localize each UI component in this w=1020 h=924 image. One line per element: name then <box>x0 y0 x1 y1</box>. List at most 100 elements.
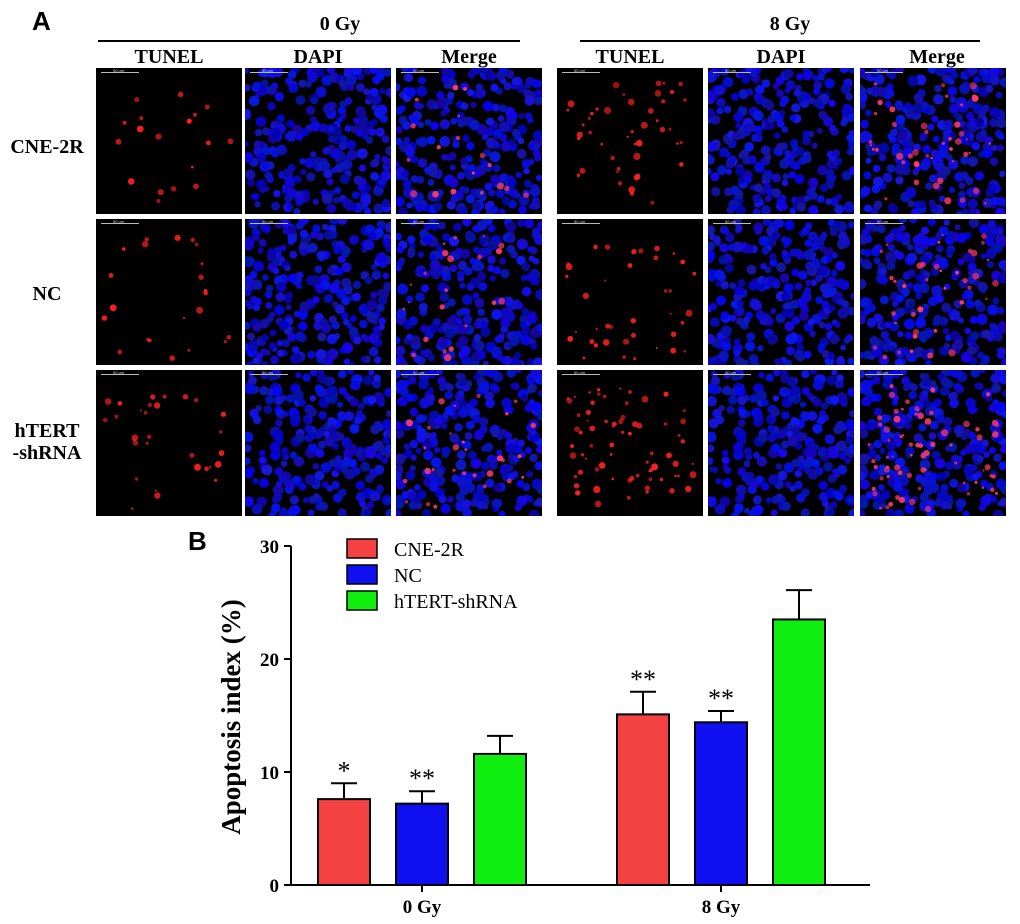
panel-b-letter: B <box>188 526 207 556</box>
scale-bar-label: 50 μm <box>725 68 737 73</box>
scale-bar: 50 μm <box>401 68 439 78</box>
scale-bar: 50 μm <box>562 219 600 229</box>
micrograph-image <box>245 219 391 365</box>
micrograph-merge-cell: 50 μm <box>860 68 1006 214</box>
micrograph-merge-cell: 50 μm <box>396 219 542 365</box>
scale-bar-label: 50 μm <box>725 219 737 224</box>
y-tick-label: 0 <box>270 876 280 897</box>
scale-bar-label: 50 μm <box>113 370 125 375</box>
micrograph-image <box>557 219 703 365</box>
scale-bar-label: 50 μm <box>574 68 586 73</box>
micrograph-tunel-cell: 50 μm <box>557 370 703 516</box>
scale-bar-label: 50 μm <box>113 68 125 73</box>
scale-bar: 50 μm <box>401 370 439 380</box>
legend-label: hTERT-shRNA <box>394 591 518 613</box>
significance-label: * <box>338 756 351 785</box>
row-label-line: NC <box>32 283 62 305</box>
scale-bar: 50 μm <box>562 370 600 380</box>
micrograph-image <box>860 68 1006 214</box>
scale-bar: 50 μm <box>562 68 600 78</box>
x-tick-label: 0 Gy <box>403 897 442 918</box>
micrograph-tunel-cell: 50 μm <box>557 68 703 214</box>
legend-swatch <box>346 538 378 559</box>
group-line-8gy <box>580 40 980 42</box>
col-label-dapi-8gy: DAPI <box>756 46 806 68</box>
micrograph-image <box>96 219 242 365</box>
col-label-merge-0gy: Merge <box>441 46 497 68</box>
legend-swatch <box>346 564 378 585</box>
legend-swatch <box>346 590 378 611</box>
group-title-8gy: 8 Gy <box>769 13 811 35</box>
bar-cne-2r-8gy <box>616 713 670 886</box>
micrograph-tunel-cell: 50 μm <box>557 219 703 365</box>
chart-bars: * ****** <box>317 589 826 887</box>
scale-bar-label: 50 μm <box>413 219 425 224</box>
micrograph-image <box>245 370 391 516</box>
bar-htert-shrna-8gy <box>772 618 826 886</box>
bar-cne-2r-0gy <box>317 798 371 886</box>
scale-bar: 50 μm <box>865 370 903 380</box>
y-tick-label: 10 <box>260 763 279 784</box>
scale-bar-label: 50 μm <box>262 68 274 73</box>
row-label-htert-shrna: hTERT -shRNA <box>0 420 94 464</box>
panel-a-letter: A <box>32 6 51 36</box>
scale-bar-label: 50 μm <box>413 68 425 73</box>
micrograph-image <box>708 219 854 365</box>
scale-bar-label: 50 μm <box>574 370 586 375</box>
group-title-0gy: 0 Gy <box>319 13 361 35</box>
micrograph-image <box>396 68 542 214</box>
micrograph-image <box>557 370 703 516</box>
scale-bar: 50 μm <box>865 68 903 78</box>
micrograph-image <box>245 68 391 214</box>
legend-label: CNE-2R <box>394 539 465 561</box>
col-label-tunel-0gy: TUNEL <box>134 46 204 68</box>
col-label-merge-8gy: Merge <box>909 46 965 68</box>
scale-bar: 50 μm <box>101 370 139 380</box>
bar-nc-0gy <box>395 802 449 887</box>
y-tick-label: 30 <box>260 537 279 558</box>
micrograph-grid-8gy: 50 μm 50 μm 50 μm 50 μm 50 μm 50 μm 50 μm 50 μm… <box>557 68 1009 520</box>
x-tick-label: 8 Gy <box>702 897 741 918</box>
scale-bar-label: 50 μm <box>877 68 889 73</box>
micrograph-dapi-cell: 50 μm <box>708 370 854 516</box>
micrograph-dapi-cell: 50 μm <box>245 68 391 214</box>
micrograph-image <box>708 68 854 214</box>
scale-bar: 50 μm <box>865 219 903 229</box>
micrograph-image <box>96 370 242 516</box>
bar-htert-shrna-0gy <box>473 752 527 886</box>
micrograph-dapi-cell: 50 μm <box>245 370 391 516</box>
scale-bar: 50 μm <box>250 370 288 380</box>
col-label-tunel-8gy: TUNEL <box>595 46 665 68</box>
significance-label: ** <box>630 665 656 694</box>
micrograph-merge-cell: 50 μm <box>860 370 1006 516</box>
row-label-line: CNE-2R <box>10 136 84 158</box>
micrograph-grid-0gy: 50 μm 50 μm 50 μm 50 μm 50 μm 50 μm 50 μm 50 μm… <box>96 68 558 520</box>
scale-bar-label: 50 μm <box>574 219 586 224</box>
scale-bar-label: 50 μm <box>113 219 125 224</box>
scale-bar-label: 50 μm <box>262 370 274 375</box>
micrograph-dapi-cell: 50 μm <box>708 219 854 365</box>
scale-bar: 50 μm <box>713 370 751 380</box>
micrograph-merge-cell: 50 μm <box>860 219 1006 365</box>
legend-label: NC <box>394 565 422 587</box>
row-label-line: hTERT <box>14 420 80 442</box>
micrograph-image <box>708 370 854 516</box>
micrograph-image <box>396 370 542 516</box>
micrograph-image <box>860 219 1006 365</box>
chart-legend: CNE-2R NC hTERT-shRNA <box>346 538 518 613</box>
scale-bar: 50 μm <box>101 68 139 78</box>
micrograph-image <box>396 219 542 365</box>
group-line-0gy <box>98 40 520 42</box>
bar-nc-8gy <box>694 721 748 886</box>
scale-bar-label: 50 μm <box>877 370 889 375</box>
significance-label: ** <box>708 684 734 713</box>
micrograph-dapi-cell: 50 μm <box>708 68 854 214</box>
micrograph-image <box>96 68 242 214</box>
scale-bar: 50 μm <box>713 219 751 229</box>
micrograph-merge-cell: 50 μm <box>396 370 542 516</box>
col-label-dapi-0gy: DAPI <box>293 46 343 68</box>
scale-bar: 50 μm <box>401 219 439 229</box>
scale-bar-label: 50 μm <box>725 370 737 375</box>
micrograph-tunel-cell: 50 μm <box>96 68 242 214</box>
